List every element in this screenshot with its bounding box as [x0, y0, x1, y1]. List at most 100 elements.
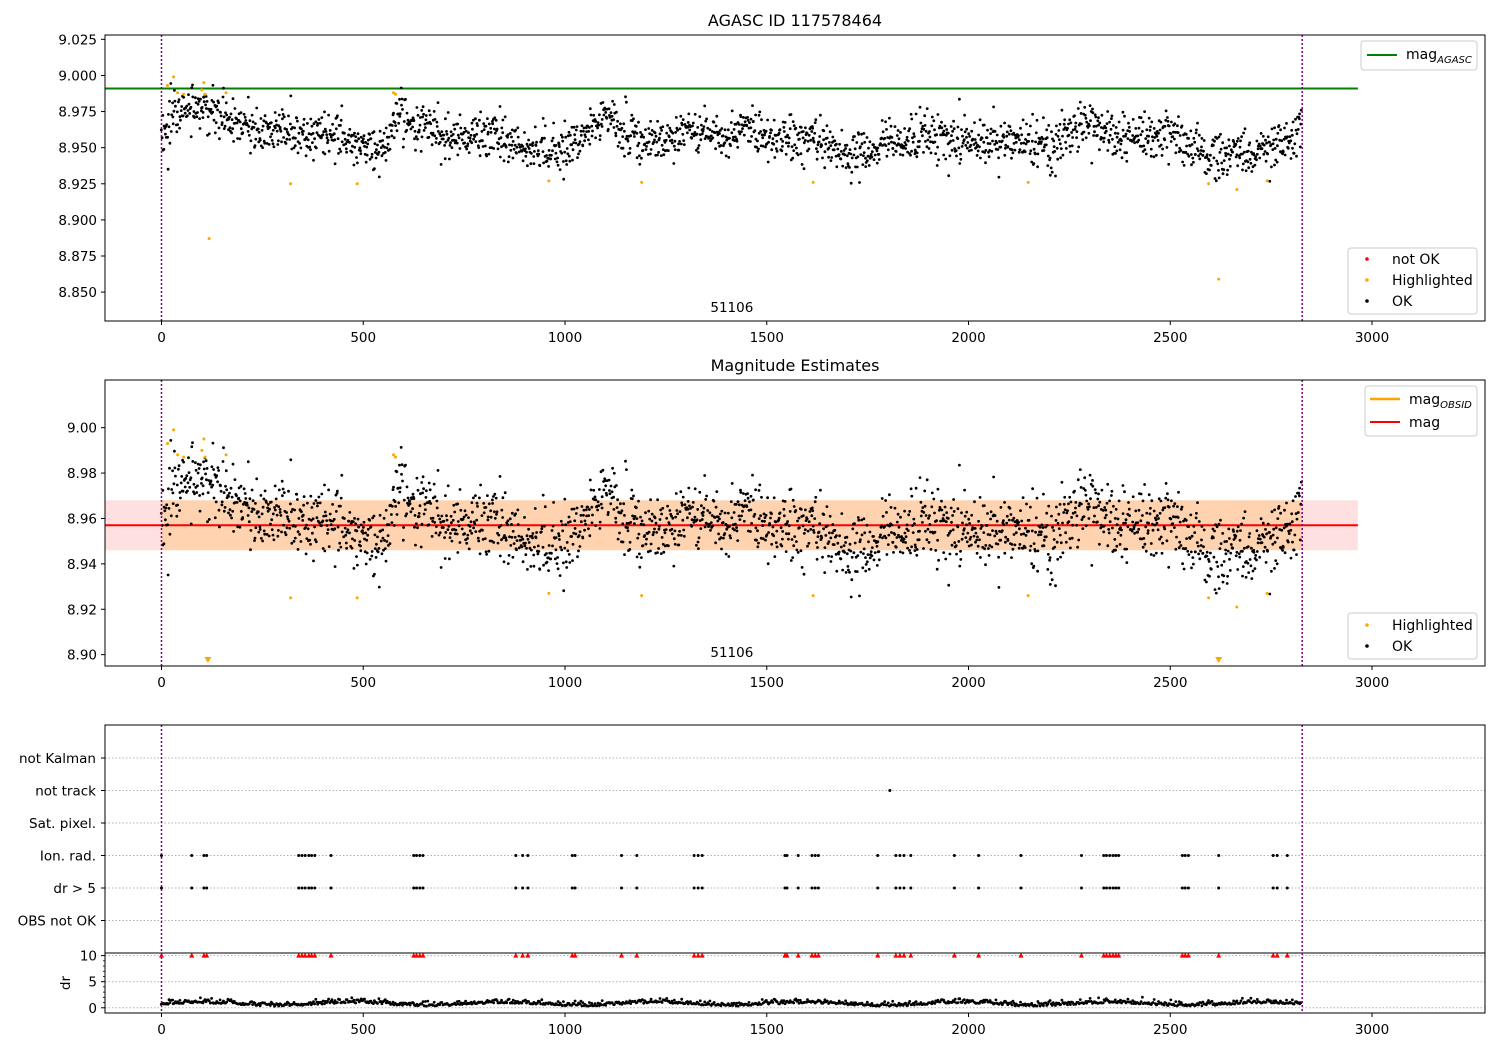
ok-point [783, 500, 787, 503]
ok-point [930, 124, 934, 128]
ok-point [655, 140, 659, 144]
ok-point [550, 529, 554, 532]
ok-point [693, 515, 697, 519]
ok-point [1296, 511, 1300, 514]
ok-point [880, 524, 883, 528]
ok-point [1246, 149, 1250, 153]
ok-point [935, 519, 938, 523]
ok-point [568, 133, 572, 137]
ion-rad-point [412, 854, 416, 857]
ok-point [1235, 153, 1239, 157]
dr-point [498, 1001, 502, 1005]
ok-point [649, 148, 653, 151]
ok-point [1228, 537, 1231, 540]
ok-point [169, 82, 173, 85]
ok-point [1293, 533, 1297, 537]
ok-point [839, 157, 843, 161]
ok-point [803, 528, 807, 532]
ok-point [321, 547, 325, 550]
ok-point [622, 502, 626, 506]
ok-point [850, 555, 854, 559]
ok-point [313, 137, 316, 141]
ok-point [1216, 565, 1220, 568]
ok-point [321, 133, 325, 137]
ok-point [829, 536, 833, 540]
ok-point [481, 145, 485, 148]
ok-point [1090, 161, 1094, 165]
dr-point [737, 1001, 741, 1005]
ok-point [1263, 545, 1267, 549]
ok-point [239, 111, 243, 115]
ok-point [253, 536, 257, 540]
ok-point [797, 516, 801, 520]
ok-point [1291, 120, 1295, 124]
dr-point [596, 1001, 600, 1005]
ok-point [1119, 526, 1122, 530]
dr-point [670, 999, 674, 1003]
ok-point [577, 152, 580, 156]
ok-point [1161, 541, 1164, 545]
ok-point [875, 544, 879, 548]
ok-point [697, 144, 701, 147]
ok-point [633, 515, 637, 518]
ok-point [646, 153, 650, 156]
ok-point [1165, 539, 1169, 543]
ok-point [340, 104, 344, 108]
ok-point [280, 530, 283, 534]
dr-point [731, 1004, 735, 1007]
ok-point [556, 156, 559, 160]
ok-point [876, 540, 880, 544]
ok-point [734, 122, 738, 126]
ok-point [967, 149, 971, 153]
ok-point [950, 148, 954, 152]
ok-point [1080, 518, 1084, 521]
ok-point [1121, 512, 1125, 515]
ok-point [923, 124, 927, 127]
ok-point [960, 537, 964, 541]
ok-point [1176, 516, 1180, 519]
ok-point [567, 130, 571, 134]
ok-point [493, 510, 496, 514]
ok-point [1280, 139, 1284, 143]
ok-point [384, 559, 388, 563]
ok-point [393, 121, 397, 124]
ok-point [339, 124, 342, 127]
ok-point [993, 514, 997, 517]
ok-point [760, 495, 763, 499]
ok-point [1148, 128, 1152, 132]
ok-point [636, 536, 640, 540]
ok-point [1143, 542, 1147, 546]
ok-point [211, 441, 215, 445]
ok-point [1198, 157, 1202, 161]
ok-point [497, 533, 501, 537]
ok-point [170, 113, 174, 117]
ok-point [812, 140, 816, 144]
ok-point [529, 162, 533, 166]
dr-gt-5-point [785, 886, 789, 890]
ok-point [1024, 142, 1028, 146]
ok-point [236, 137, 240, 140]
ok-point [812, 528, 815, 532]
ok-point [363, 537, 366, 541]
ok-point [194, 461, 197, 464]
ok-point [456, 520, 460, 523]
ok-point [858, 181, 861, 184]
ok-point [1144, 549, 1148, 553]
ok-point [991, 529, 994, 532]
ok-point [984, 149, 988, 152]
ok-point [1238, 538, 1242, 542]
ok-point [189, 135, 193, 139]
ok-point [170, 488, 174, 491]
ok-point [914, 545, 917, 549]
ok-point [994, 529, 998, 533]
ok-point [1272, 138, 1276, 142]
ok-point [1179, 149, 1183, 152]
ok-point [742, 519, 746, 523]
ok-point [541, 117, 545, 120]
ion-rad-point [300, 854, 304, 857]
ok-point [948, 154, 952, 158]
ok-point [230, 495, 234, 499]
ok-point [831, 523, 835, 526]
ok-point [540, 524, 544, 528]
ok-point [1268, 140, 1271, 144]
